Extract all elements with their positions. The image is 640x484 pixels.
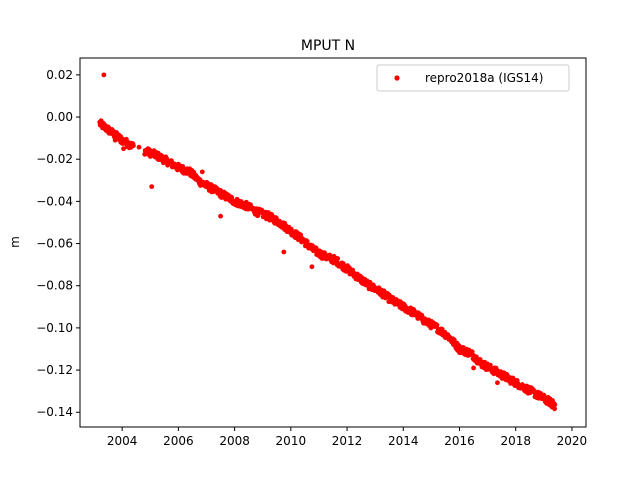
data-point [298, 232, 304, 238]
y-tick-label: −0.06 [36, 237, 73, 251]
data-point [123, 136, 129, 142]
y-tick-label: 0.02 [46, 68, 73, 82]
legend: repro2018a (IGS14) [376, 64, 570, 92]
x-tick-label: 2020 [557, 434, 588, 448]
data-point [131, 143, 136, 149]
data-point [229, 195, 235, 201]
plot-frame [79, 57, 587, 428]
data-point-outlier [309, 264, 315, 270]
x-tick-label: 2006 [163, 434, 194, 448]
y-axis-label: m [8, 236, 22, 248]
axes: 2004 2006 2008 2010 2012 2014 2016 2018 2020 0.02… [36, 57, 588, 448]
data-point [288, 226, 294, 232]
legend-box [376, 64, 570, 92]
data-point [434, 322, 440, 328]
data-point-outlier [101, 72, 107, 78]
x-tick-label: 2004 [107, 434, 138, 448]
x-tick-label: 2012 [332, 434, 363, 448]
data-point [136, 144, 142, 150]
data-point [552, 406, 558, 412]
legend-marker [394, 75, 400, 81]
x-tick-label: 2018 [500, 434, 531, 448]
legend-label: repro2018a (IGS14) [425, 71, 543, 85]
chart-title: MPUT N [301, 38, 355, 54]
data-point [335, 256, 341, 261]
x-tick-label: 2008 [219, 434, 250, 448]
data-point-outlier [199, 169, 205, 175]
y-tick-label: −0.14 [36, 405, 73, 419]
y-tick-label: −0.08 [36, 279, 73, 293]
data-point-outlier [513, 382, 519, 388]
y-tick-label: −0.02 [36, 152, 73, 166]
data-point-outlier [471, 365, 476, 371]
y-tick-label: −0.04 [36, 194, 73, 208]
data-point-outlier [495, 380, 500, 386]
data-point [473, 354, 479, 360]
data-point [304, 239, 310, 244]
data-points [97, 72, 558, 412]
data-point-outlier [112, 137, 118, 143]
data-point-outlier [118, 139, 124, 145]
data-point-outlier [281, 249, 287, 255]
data-point-outlier [218, 213, 223, 219]
x-tick-label: 2016 [444, 434, 475, 448]
data-point [552, 402, 558, 408]
x-tick-label: 2010 [276, 434, 307, 448]
x-tick-label: 2014 [388, 434, 419, 448]
data-point-outlier [149, 184, 155, 190]
y-tick-label: 0.00 [46, 110, 73, 124]
data-point-outlier [121, 146, 126, 152]
y-tick-label: −0.12 [36, 363, 73, 377]
y-tick-label: −0.10 [36, 321, 73, 335]
